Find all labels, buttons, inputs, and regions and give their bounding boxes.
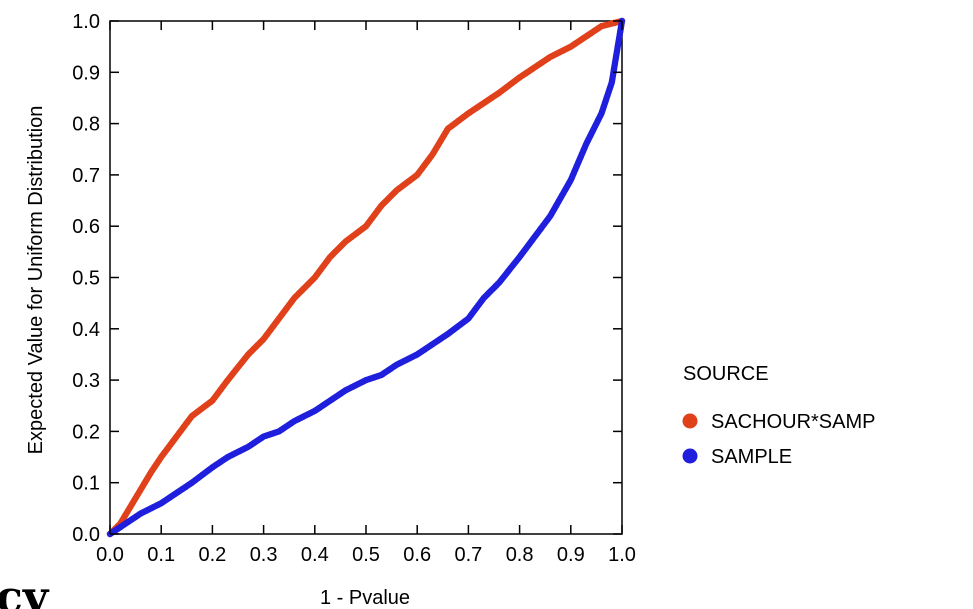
- y-tick-label: 0.0: [72, 524, 100, 546]
- x-tick-label: 0.2: [198, 544, 226, 566]
- series-1: [106, 17, 626, 538]
- stray-text: cy: [0, 572, 50, 609]
- y-tick-label: 0.4: [72, 319, 100, 341]
- y-tick-label: 0.3: [72, 370, 100, 392]
- x-tick-label: 0.7: [454, 544, 482, 566]
- y-tick-label: 0.1: [72, 473, 100, 495]
- x-axis-title: 1 - Pvalue: [320, 587, 410, 609]
- x-tick-label: 0.4: [301, 544, 329, 566]
- x-tick-label: 0.0: [96, 544, 124, 566]
- x-tick-label: 0.9: [557, 544, 585, 566]
- y-tick-label: 0.8: [72, 114, 100, 136]
- legend: SOURCE SACHOUR*SAMP SAMPLE: [682, 363, 875, 468]
- x-tick-label: 0.8: [506, 544, 534, 566]
- y-tick-label: 0.9: [72, 62, 100, 84]
- legend-marker: [682, 448, 698, 464]
- y-tick-label: 1.0: [72, 11, 100, 33]
- axis-ticks: [109, 20, 623, 535]
- y-tick-label: 0.6: [72, 216, 100, 238]
- legend-marker: [682, 413, 698, 429]
- x-tick-labels: 0.0 0.1 0.2 0.3 0.4 0.5 0.6 0.7 0.8 0.9 1.0: [96, 544, 636, 566]
- y-tick-label: 0.2: [72, 421, 100, 443]
- y-tick-labels: 0.0 0.1 0.2 0.3 0.4 0.5 0.6 0.7 0.8 0.9 1.0: [72, 11, 100, 546]
- y-tick-label: 0.5: [72, 268, 100, 290]
- series-2: [106, 17, 626, 538]
- legend-label: SAMPLE: [711, 446, 792, 468]
- x-tick-label: 0.1: [147, 544, 175, 566]
- plot-frame: [109, 20, 623, 535]
- y-axis-title: Expected Value for Uniform Distribution: [25, 106, 47, 455]
- y-tick-label: 0.7: [72, 165, 100, 187]
- x-tick-label: 0.3: [250, 544, 278, 566]
- legend-items: SACHOUR*SAMP SAMPLE: [682, 411, 875, 468]
- series-layer: [106, 17, 626, 538]
- plot-area: [106, 17, 626, 538]
- x-tick-label: 0.6: [403, 544, 431, 566]
- x-tick-label: 1.0: [608, 544, 636, 566]
- legend-title: SOURCE: [683, 363, 769, 385]
- legend-label: SACHOUR*SAMP: [711, 411, 875, 433]
- x-tick-label: 0.5: [352, 544, 380, 566]
